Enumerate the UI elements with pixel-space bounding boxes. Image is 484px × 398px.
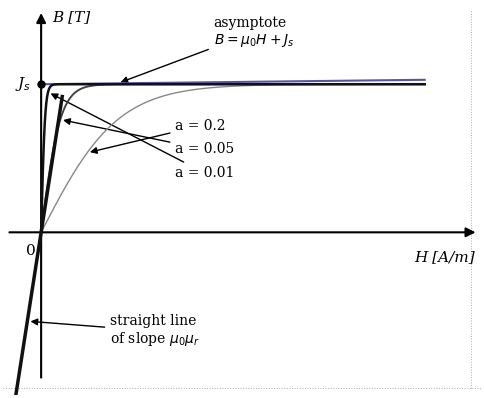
Text: a = 0.2: a = 0.2 xyxy=(91,119,226,153)
Text: a = 0.05: a = 0.05 xyxy=(64,119,234,156)
Text: a = 0.01: a = 0.01 xyxy=(52,94,234,180)
Text: H [A/m]: H [A/m] xyxy=(413,250,473,264)
Text: B [T]: B [T] xyxy=(53,10,91,24)
Text: 0: 0 xyxy=(26,244,35,258)
Text: straight line
of slope $\mu_0\mu_r$: straight line of slope $\mu_0\mu_r$ xyxy=(32,314,200,348)
Text: asymptote
$B=\mu_0H+J_s$: asymptote $B=\mu_0H+J_s$ xyxy=(121,16,293,82)
Text: J$_s$: J$_s$ xyxy=(15,75,31,93)
